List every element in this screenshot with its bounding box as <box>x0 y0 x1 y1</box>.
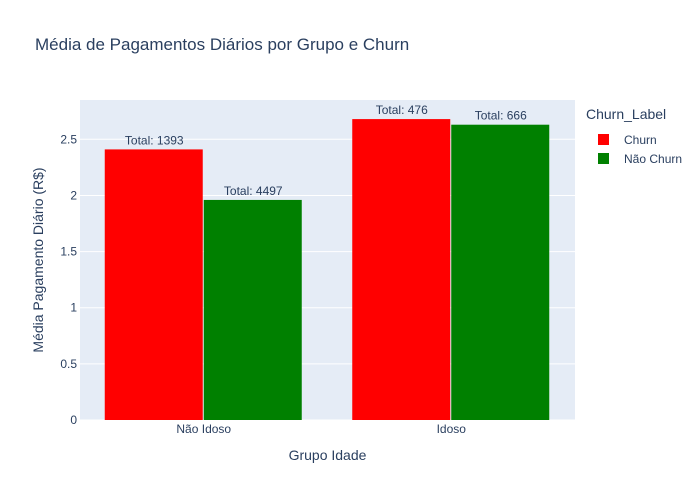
legend-label: Churn <box>624 133 657 147</box>
legend-title: Churn_Label <box>586 106 666 122</box>
bar-churn <box>104 149 203 420</box>
bar-data-label: Total: 4497 <box>224 184 283 198</box>
bar-churn <box>352 119 451 421</box>
legend-label: Não Churn <box>624 152 682 166</box>
y-tick-label: 1 <box>70 301 77 315</box>
y-axis-title: Média Pagamento Diário (R$) <box>30 167 46 352</box>
x-axis-ticks: Não Idoso Idoso <box>176 422 466 436</box>
x-tick-label: Idoso <box>437 422 467 436</box>
y-axis-ticks: 0 0.5 1 1.5 2 2.5 <box>60 132 77 427</box>
x-axis-title: Grupo Idade <box>289 447 367 463</box>
legend: Churn_Label Churn Não Churn <box>586 106 682 166</box>
legend-swatch <box>598 134 609 145</box>
bar-n-o-churn <box>451 124 550 420</box>
chart-title: Média de Pagamentos Diários por Grupo e … <box>35 35 409 54</box>
legend-swatch <box>598 153 609 164</box>
y-tick-label: 1.5 <box>60 245 77 259</box>
x-tick-label: Não Idoso <box>176 422 231 436</box>
bar-data-label: Total: 666 <box>475 109 527 123</box>
data-labels: Total: 1393 Total: 4497 Total: 476 Total: 6… <box>125 103 527 198</box>
y-tick-label: 0.5 <box>60 357 77 371</box>
y-tick-label: 2 <box>70 188 77 202</box>
bar-data-label: Total: 1393 <box>125 133 184 147</box>
bar-data-label: Total: 476 <box>376 103 428 117</box>
y-tick-label: 2.5 <box>60 132 77 146</box>
bar-n-o-churn <box>203 199 302 420</box>
y-tick-label: 0 <box>70 413 77 427</box>
bars <box>104 119 550 421</box>
